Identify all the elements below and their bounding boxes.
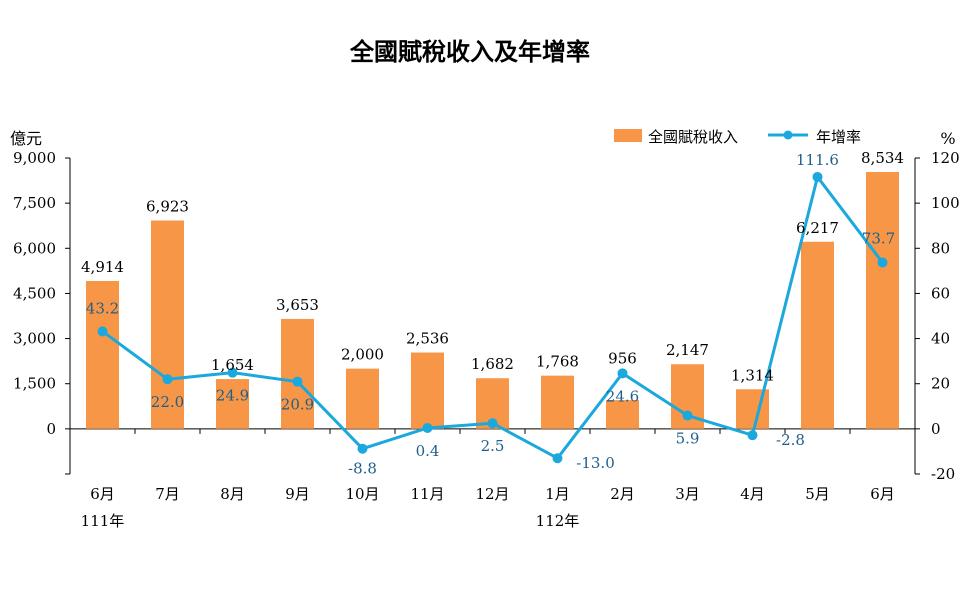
category-label: 2月 xyxy=(610,485,635,503)
revenue-value-label: 8,534 xyxy=(861,149,904,167)
category-label: 3月 xyxy=(675,485,700,503)
category-label: 8月 xyxy=(220,485,245,503)
left-axis-unit: 億元 xyxy=(10,129,42,148)
year-label: 112年 xyxy=(536,512,580,530)
category-label: 6月 xyxy=(90,485,115,503)
growth-rate-label: 24.9 xyxy=(216,387,249,405)
revenue-value-label: 6,923 xyxy=(146,198,189,216)
category-label: 12月 xyxy=(475,485,509,503)
legend: 全國賦稅收入 年增率 xyxy=(614,128,861,146)
growth-rate-point xyxy=(292,376,303,387)
right-axis-unit: % xyxy=(940,129,955,148)
left-tick-label: 3,000 xyxy=(13,330,56,348)
right-tick-label: 120 xyxy=(931,149,960,167)
revenue-bar xyxy=(281,318,314,429)
category-label: 6月 xyxy=(870,485,895,503)
growth-rate-point xyxy=(97,326,108,337)
right-tick-label: 100 xyxy=(931,194,960,212)
growth-rate-label: 24.6 xyxy=(606,387,639,405)
left-tick-label: 0 xyxy=(46,420,56,438)
left-tick-label: 6,000 xyxy=(13,239,56,257)
growth-rate-point xyxy=(617,368,628,379)
growth-rate-label: -8.8 xyxy=(348,460,377,478)
category-label: 11月 xyxy=(410,485,444,503)
growth-rate-point xyxy=(227,367,238,378)
legend-bar-swatch xyxy=(614,129,642,142)
revenue-value-label: 1,682 xyxy=(471,355,514,373)
revenue-bar xyxy=(606,400,639,429)
growth-rate-label: 5.9 xyxy=(676,430,700,448)
right-tick-label: -20 xyxy=(931,465,955,483)
revenue-value-label: 4,914 xyxy=(81,258,124,276)
category-label: 9月 xyxy=(285,485,310,503)
legend-line-label: 年增率 xyxy=(816,128,861,146)
growth-rate-label: 20.9 xyxy=(281,396,314,414)
revenue-value-label: 2,536 xyxy=(406,330,449,348)
revenue-value-label: 6,217 xyxy=(796,219,839,237)
revenue-bar xyxy=(411,352,444,429)
legend-line-marker xyxy=(783,130,793,140)
growth-rate-label: -13.0 xyxy=(576,454,614,472)
right-tick-label: 40 xyxy=(931,330,950,348)
growth-rate-point xyxy=(747,430,758,441)
growth-rate-point xyxy=(422,422,433,433)
growth-rate-point xyxy=(357,443,368,454)
revenue-value-label: 2,147 xyxy=(666,341,709,359)
growth-rate-point xyxy=(487,418,498,429)
plot-area: 0 1,500 3,000 4,500 6,000 7,500 9,000 -20 0 20 40 6… xyxy=(13,149,960,530)
growth-rate-point xyxy=(812,171,823,182)
left-tick-label: 7,500 xyxy=(13,194,56,212)
left-tick-label: 9,000 xyxy=(13,149,56,167)
growth-rate-label: 111.6 xyxy=(796,151,839,169)
revenue-bar xyxy=(86,280,119,429)
growth-rate-label: 2.5 xyxy=(481,437,505,455)
revenue-bar xyxy=(866,172,899,429)
legend-bar-label: 全國賦稅收入 xyxy=(648,128,738,146)
growth-rate-label: 0.4 xyxy=(416,442,440,460)
revenue-value-label: 1,768 xyxy=(536,353,579,371)
growth-rate-point xyxy=(552,453,563,464)
revenue-bar xyxy=(346,368,379,429)
right-tick-label: 20 xyxy=(931,375,950,393)
category-label: 10月 xyxy=(345,485,379,503)
right-tick-label: 60 xyxy=(931,284,950,302)
left-tick-label: 4,500 xyxy=(13,284,56,302)
growth-rate-label: 22.0 xyxy=(151,393,184,411)
chart-title: 全國賦稅收入及年增率 xyxy=(349,38,590,66)
growth-rate-label: 73.7 xyxy=(862,230,895,248)
year-label: 111年 xyxy=(81,512,125,530)
revenue-value-label: 956 xyxy=(608,349,637,367)
revenue-bar xyxy=(216,379,249,429)
category-label: 1月 xyxy=(545,485,570,503)
revenue-bar xyxy=(541,375,574,429)
revenue-value-label: 2,000 xyxy=(341,346,384,364)
revenue-value-label: 3,653 xyxy=(276,296,319,314)
right-tick-label: 80 xyxy=(931,239,950,257)
revenue-bar xyxy=(801,241,834,429)
right-tick-label: 0 xyxy=(931,420,941,438)
growth-rate-label: 43.2 xyxy=(86,299,119,317)
growth-rate-point xyxy=(877,257,888,268)
category-label: 5月 xyxy=(805,485,830,503)
growth-rate-point xyxy=(682,410,693,421)
growth-rate-point xyxy=(162,374,173,385)
left-tick-label: 1,500 xyxy=(13,375,56,393)
category-label: 7月 xyxy=(155,485,180,503)
revenue-value-label: 1,314 xyxy=(731,366,774,384)
revenue-bar xyxy=(151,220,184,429)
category-label: 4月 xyxy=(740,485,765,503)
revenue-value-label: 1,654 xyxy=(211,356,254,374)
growth-rate-label: -2.8 xyxy=(776,431,805,449)
